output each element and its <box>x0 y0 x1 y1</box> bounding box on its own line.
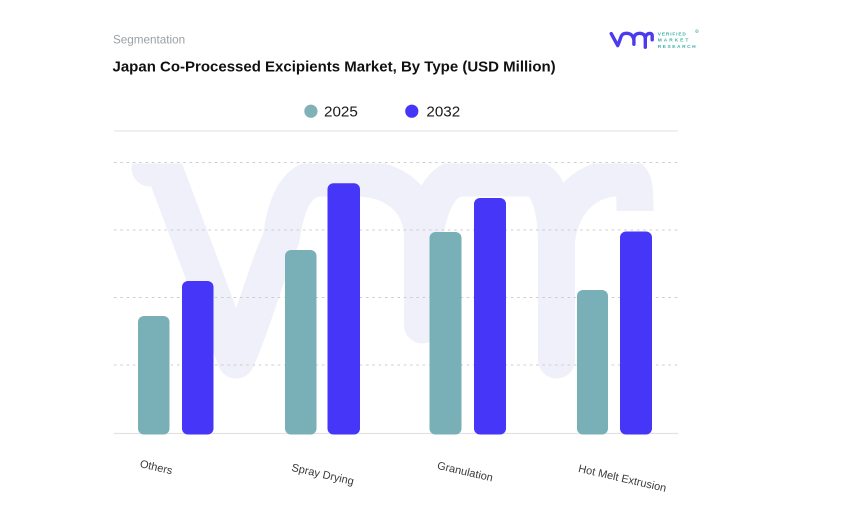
svg-text:Hot Melt Extrusion: Hot Melt Extrusion <box>577 463 667 495</box>
svg-text:Granulation: Granulation <box>436 460 494 484</box>
svg-text:Segmentation: Segmentation <box>113 34 185 47</box>
svg-text:R: R <box>696 29 698 33</box>
svg-text:MARKET: MARKET <box>658 38 691 44</box>
svg-text:Japan Co-Processed Excipients: Japan Co-Processed Excipients Market, By… <box>113 58 556 75</box>
svg-text:VERIFIED: VERIFIED <box>658 31 687 37</box>
svg-text:Others: Others <box>139 458 174 477</box>
svg-text:RESEARCH: RESEARCH <box>658 44 697 50</box>
svg-text:2025: 2025 <box>324 103 358 120</box>
svg-text:2032: 2032 <box>426 103 460 120</box>
svg-text:Spray Drying: Spray Drying <box>290 462 355 488</box>
